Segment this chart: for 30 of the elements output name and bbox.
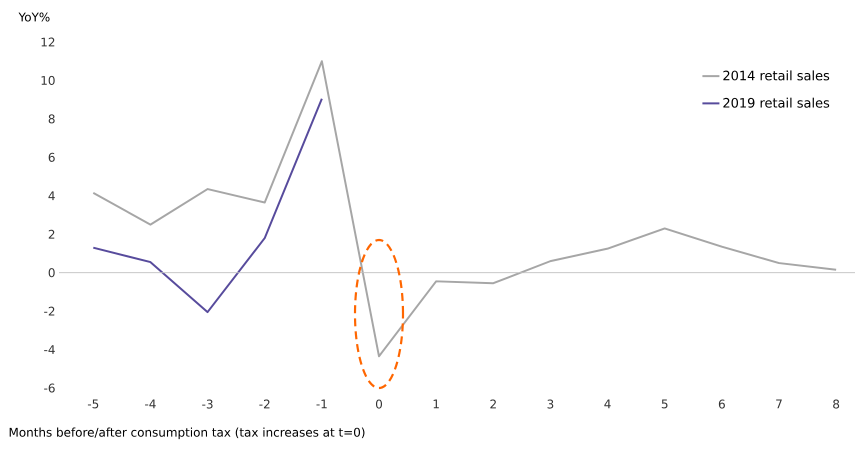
x-tick-label: 3 (548, 400, 554, 409)
x-axis-title: Months before/after consumption tax (tax increases at t=0) (10, 428, 364, 440)
x-tick-label: -1 (316, 400, 327, 408)
y-tick-label: 8 (48, 114, 55, 124)
y-tick-label: 12 (42, 38, 54, 46)
x-tick-label: 7 (776, 400, 782, 408)
x-tick-label: -5 (88, 400, 98, 408)
y-tick-label: -2 (44, 306, 54, 316)
x-tick-label: 0 (376, 400, 382, 409)
y-tick-label: -4 (44, 345, 55, 354)
x-tick-label: -2 (259, 400, 270, 408)
y-tick-label: 2 (48, 230, 54, 239)
legend-label: 2014 retail sales (723, 70, 830, 80)
y-tick-label: -6 (44, 383, 55, 393)
x-tick-label: 8 (833, 400, 840, 409)
y-tick-label: 4 (48, 191, 55, 200)
y-tick-label: 0 (48, 268, 55, 278)
x-tick-label: 5 (662, 400, 668, 408)
x-tick-label: -4 (145, 400, 156, 408)
y-tick-label: 6 (48, 152, 55, 162)
line-series (92, 60, 838, 358)
x-tick-label: 4 (604, 400, 611, 408)
legend-label: 2019 retail sales (723, 98, 830, 108)
x-tick-label: -3 (202, 400, 213, 409)
x-tick-label: 1 (434, 400, 439, 408)
y-tick-label: 10 (42, 76, 55, 85)
x-tick-label: 2 (490, 400, 496, 408)
x-tick-label: 6 (718, 400, 725, 409)
line-series (92, 98, 323, 314)
y-axis-title: YoY% (18, 12, 50, 22)
